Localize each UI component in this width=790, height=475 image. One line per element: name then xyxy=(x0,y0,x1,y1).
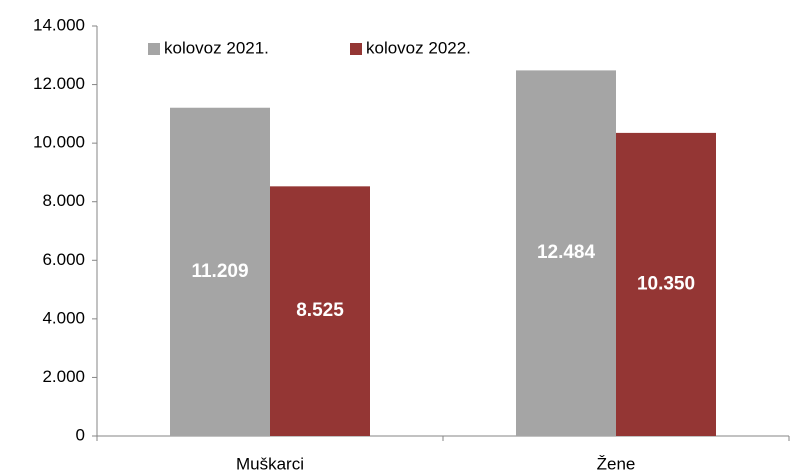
bar xyxy=(170,107,270,437)
bar xyxy=(516,70,616,436)
bar xyxy=(270,186,370,436)
y-tick-label: 4.000 xyxy=(42,308,85,327)
value-label: 12.484 xyxy=(537,242,596,263)
legend-swatch xyxy=(148,43,160,55)
y-tick-label: 12.000 xyxy=(33,74,85,93)
x-tick-label: Žene xyxy=(597,454,636,473)
y-tick-label: 0 xyxy=(76,425,85,444)
legend-label: kolovoz 2022. xyxy=(366,38,471,57)
y-tick-label: 8.000 xyxy=(42,191,85,210)
y-tick-label: 2.000 xyxy=(42,367,85,386)
y-tick-label: 14.000 xyxy=(33,15,85,34)
value-label: 10.350 xyxy=(637,273,695,294)
legend-label: kolovoz 2021. xyxy=(164,38,269,57)
value-label: 11.209 xyxy=(191,261,248,282)
value-label: 8.525 xyxy=(296,300,344,321)
bar xyxy=(616,132,716,436)
y-tick-label: 6.000 xyxy=(42,250,85,269)
legend-swatch xyxy=(350,43,362,55)
x-tick-label: Muškarci xyxy=(236,454,304,473)
y-tick-label: 10.000 xyxy=(33,133,85,152)
